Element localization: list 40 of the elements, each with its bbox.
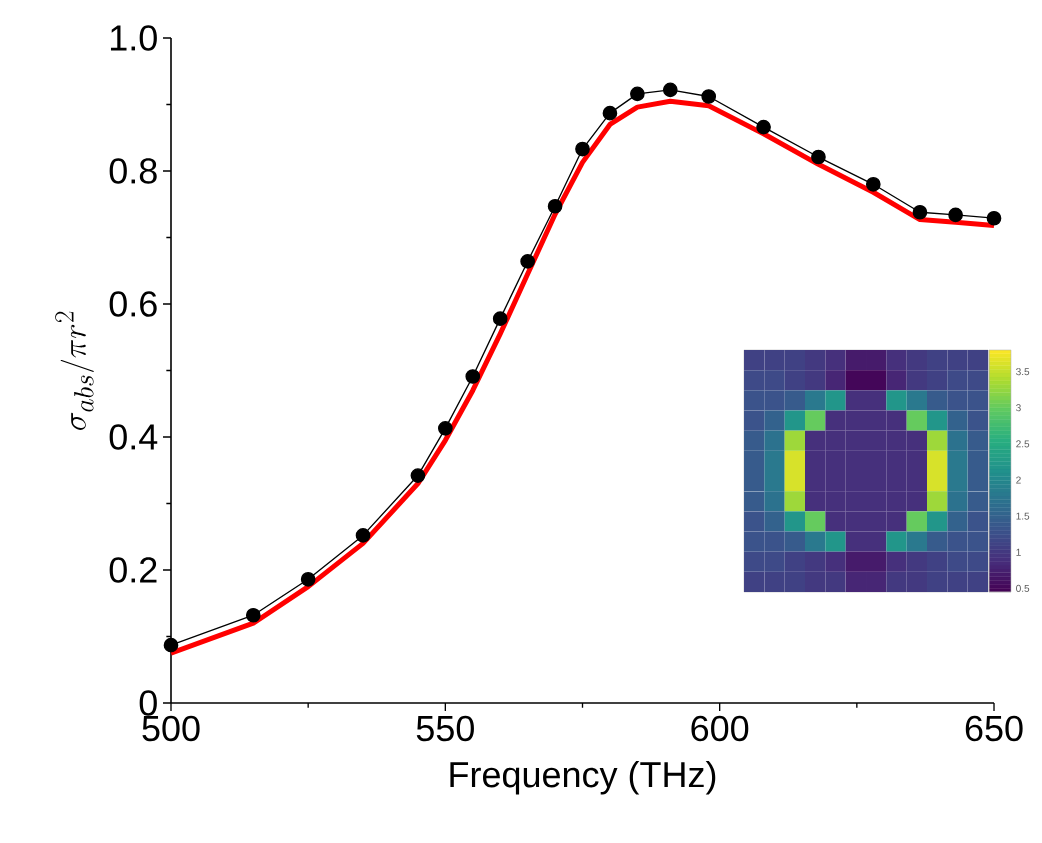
point bbox=[547, 198, 563, 214]
point bbox=[865, 176, 881, 192]
point bbox=[811, 149, 826, 165]
point bbox=[410, 468, 426, 483]
point bbox=[948, 207, 963, 223]
y-tick-label: 0.6 bbox=[109, 291, 157, 317]
point bbox=[300, 571, 316, 587]
point bbox=[986, 210, 1002, 226]
x-tick-label: 500 bbox=[142, 715, 200, 742]
point bbox=[520, 254, 535, 269]
color-bar-label: 3.5 bbox=[1016, 368, 1030, 376]
point bbox=[245, 607, 261, 623]
y-tick-label: 0 bbox=[139, 690, 157, 716]
y-tick-label: 0.2 bbox=[109, 557, 157, 583]
color-bar-label: 2 bbox=[1016, 476, 1021, 484]
x-tick-label: 550 bbox=[416, 715, 474, 742]
y-tick-label: 0.4 bbox=[109, 424, 158, 450]
point bbox=[602, 105, 618, 121]
point bbox=[912, 204, 928, 220]
point bbox=[492, 311, 508, 326]
x-tick-label: 650 bbox=[965, 715, 1023, 742]
color-bar-label: 1 bbox=[1016, 548, 1021, 556]
point bbox=[701, 89, 717, 104]
point bbox=[465, 369, 481, 384]
point bbox=[355, 528, 371, 543]
point bbox=[630, 86, 645, 102]
y-axis-title: $\sigma_{abs}/\pi r^{2}$ bbox=[55, 311, 94, 430]
x-tick-label: 600 bbox=[691, 715, 749, 742]
color-bar-label: 1.5 bbox=[1016, 512, 1030, 520]
y-tick-label: 1.0 bbox=[110, 25, 157, 51]
point bbox=[163, 637, 179, 653]
point bbox=[662, 82, 678, 98]
y-tick-label: 0.8 bbox=[109, 158, 157, 184]
color-bar-label: 2.5 bbox=[1016, 440, 1030, 448]
point bbox=[575, 141, 590, 157]
x-axis-title: Frequency (THz) bbox=[450, 761, 716, 795]
point bbox=[438, 421, 453, 436]
color-bar-label: 0.5 bbox=[1016, 584, 1030, 592]
point bbox=[756, 119, 771, 135]
color-bar-label: 3 bbox=[1016, 404, 1021, 412]
